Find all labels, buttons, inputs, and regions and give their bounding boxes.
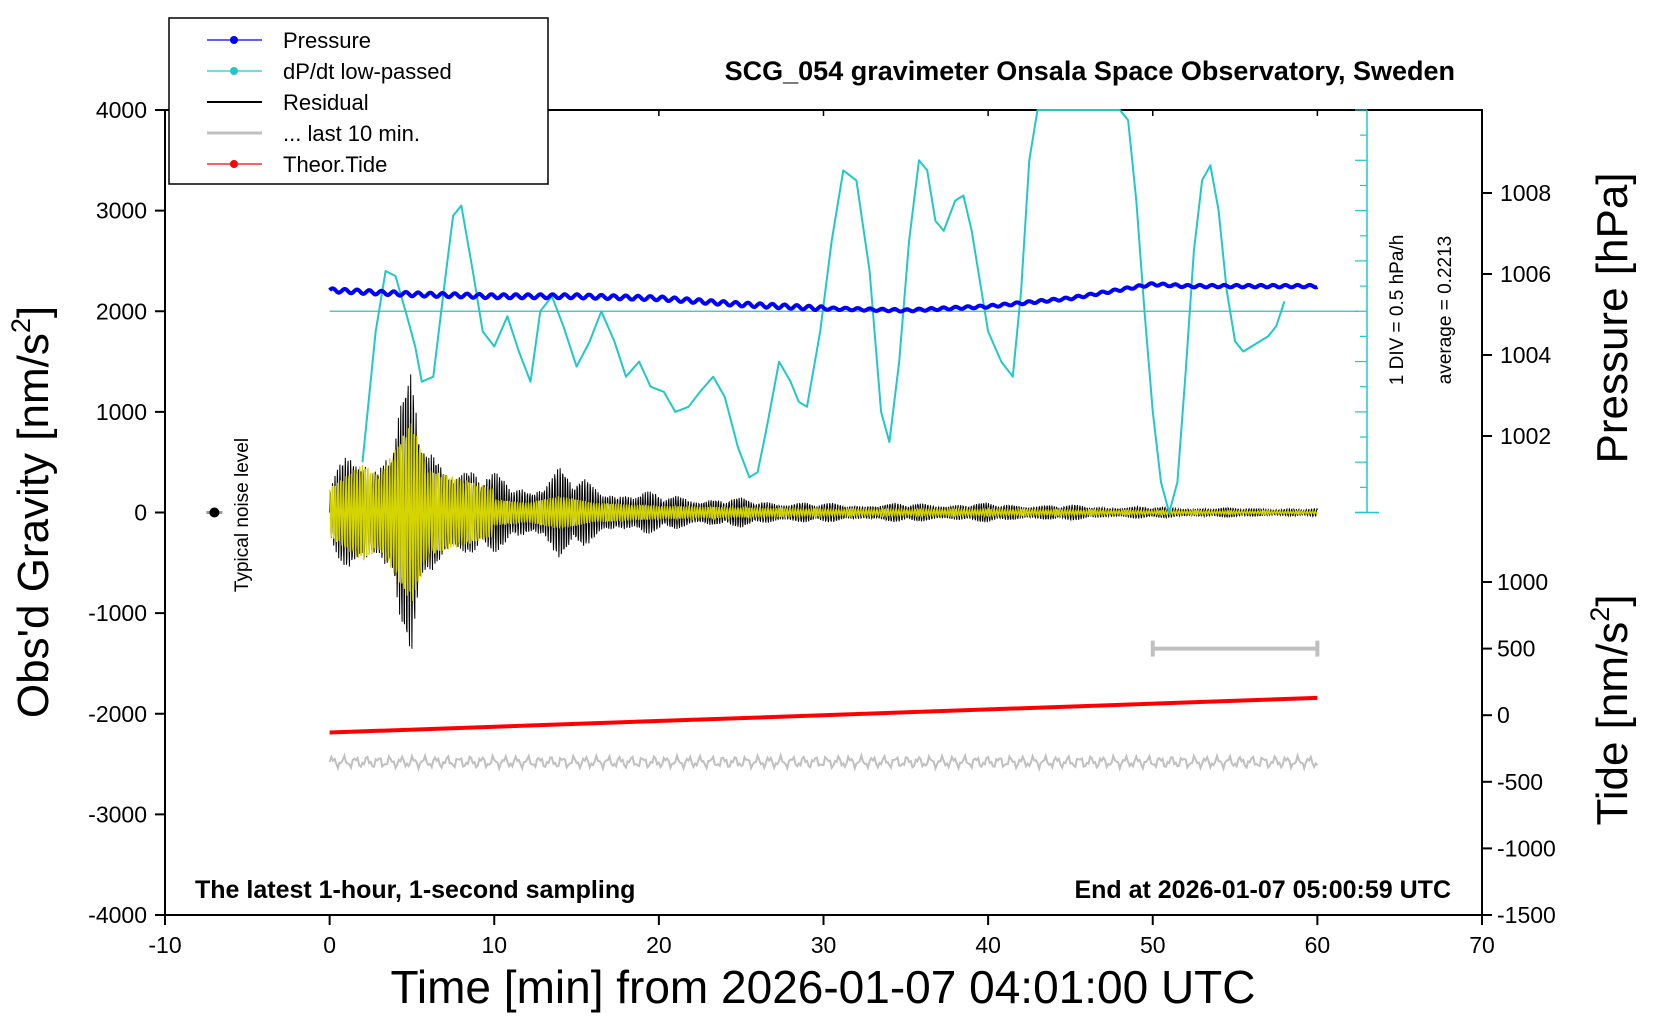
annotation-div: 1 DIV = 0.5 hPa/h [1387, 235, 1408, 386]
tide-line [329, 695, 1318, 735]
legend-marker-pressure [230, 36, 238, 44]
y-tick-label: 4000 [96, 97, 147, 123]
y-axis-pressure: 1008 1006 1004 1002 [1482, 180, 1551, 449]
tide-tick-label: -1500 [1497, 902, 1556, 928]
y-axis-title-pressure: Pressure [hPa] [1588, 172, 1637, 463]
annotation-average: average = 0.2213 [1435, 236, 1456, 384]
annotation-end-time: End at 2026-01-07 05:00:59 UTC [1074, 876, 1451, 904]
y-tick-label: -4000 [88, 902, 147, 928]
tide-tick-label: -500 [1497, 769, 1543, 795]
pressure-tick-label: 1006 [1500, 261, 1551, 287]
legend-label-last10: ... last 10 min. [283, 121, 420, 146]
y-tick-label: 2000 [96, 298, 147, 324]
legend-marker-tide [230, 160, 238, 168]
x-tick-label: 0 [323, 932, 336, 958]
legend-label-pressure: Pressure [283, 28, 371, 53]
residual-filtered-line [328, 423, 1319, 601]
tide-tick-label: 500 [1497, 636, 1535, 662]
x-axis-title: Time [min] from 2026-01-07 04:01:00 UTC [391, 961, 1256, 1013]
dpdt-line [361, 109, 1286, 514]
x-tick-label: 30 [811, 932, 837, 958]
last-10-min-line [328, 751, 1319, 773]
pressure-tick-label: 1002 [1500, 423, 1551, 449]
chart-title: SCG_054 gravimeter Onsala Space Observat… [725, 56, 1455, 86]
series-layer [206, 109, 1379, 773]
pressure-tick-label: 1004 [1500, 342, 1551, 368]
y-axis-title-gravity: Obs'd Gravity [nm/s2] [6, 306, 58, 718]
residual-line [329, 374, 1318, 649]
y-axis-title-gravity-text: Obs'd Gravity [nm/s [9, 333, 58, 718]
annotation-sampling: The latest 1-hour, 1-second sampling [195, 876, 635, 904]
y-tick-label: 0 [134, 500, 147, 526]
tide-tick-label: 0 [1497, 702, 1510, 728]
y-tick-label: -1000 [88, 600, 147, 626]
y-axis-gravity: 4000 3000 2000 1000 0 -1000 -2000 -3000 -4000 [88, 97, 165, 928]
annotation-noise-level: Typical noise level [232, 438, 253, 592]
x-tick-label: 20 [646, 932, 672, 958]
y-tick-label: -3000 [88, 801, 147, 827]
y-axis-title-gravity-sup: 2 [6, 318, 36, 333]
legend-label-tide: Theor.Tide [283, 152, 387, 177]
y-tick-label: 3000 [96, 198, 147, 224]
y-axis-tide: 1000 500 0 -500 -1000 -1500 [1482, 569, 1556, 928]
y-tick-label: 1000 [96, 399, 147, 425]
y-axis-title-gravity-close: ] [9, 306, 58, 318]
x-tick-label: -10 [148, 932, 181, 958]
pressure-line [328, 281, 1319, 314]
y-tick-label: -2000 [88, 701, 147, 727]
tide-tick-label: 1000 [1497, 569, 1548, 595]
x-tick-label: 70 [1469, 932, 1495, 958]
legend: Pressure dP/dt low-passed Residual ... l… [168, 17, 549, 185]
y-axis-title-tide-close: ] [1588, 594, 1637, 606]
x-tick-label: 60 [1305, 932, 1331, 958]
y-axis-title-tide-sup: 2 [1585, 607, 1615, 622]
y-axis-title-tide: Tide [nm/s2] [1585, 594, 1637, 825]
x-axis: -10 0 10 20 30 40 50 60 70 [148, 110, 1495, 958]
x-tick-label: 40 [975, 932, 1001, 958]
legend-label-residual: Residual [283, 90, 369, 115]
tide-tick-label: -1000 [1497, 835, 1556, 861]
noise-level-marker [209, 507, 220, 518]
y-axis-title-tide-text: Tide [nm/s [1588, 622, 1637, 826]
legend-marker-dpdt [230, 67, 238, 75]
x-tick-label: 10 [481, 932, 507, 958]
x-tick-label: 50 [1140, 932, 1166, 958]
legend-label-dpdt: dP/dt low-passed [283, 59, 452, 84]
pressure-tick-label: 1008 [1500, 180, 1551, 206]
